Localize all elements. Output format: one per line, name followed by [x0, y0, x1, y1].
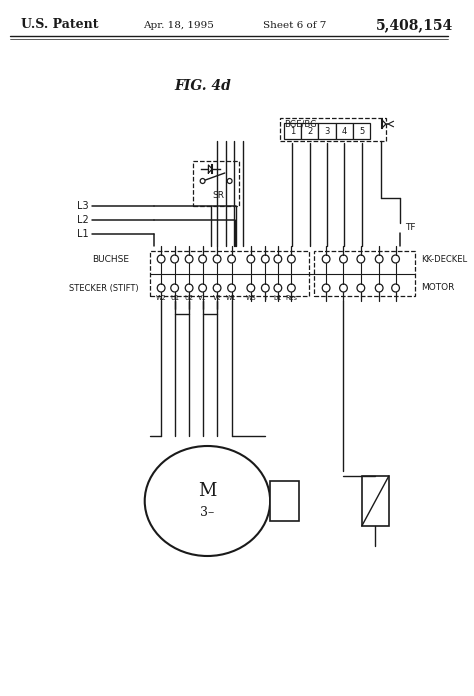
Bar: [301, 123, 319, 139]
Bar: [319, 123, 336, 139]
Text: V2: V2: [213, 295, 221, 301]
Ellipse shape: [145, 446, 270, 556]
Text: Res: Res: [285, 295, 297, 301]
Text: MOTOR: MOTOR: [420, 283, 454, 292]
Bar: [336, 123, 353, 139]
Text: V1: V1: [198, 295, 207, 301]
Text: M: M: [198, 482, 217, 500]
Text: Sheet 6 of 7: Sheet 6 of 7: [263, 20, 326, 29]
Text: 3–: 3–: [201, 507, 215, 519]
Text: L3: L3: [77, 201, 89, 211]
Circle shape: [227, 178, 232, 184]
Text: 5,408,154: 5,408,154: [376, 18, 454, 32]
Text: W2: W2: [156, 295, 166, 301]
Text: 2: 2: [307, 127, 312, 136]
Text: 5: 5: [359, 127, 365, 136]
Text: STECKER (STIFT): STECKER (STIFT): [69, 283, 139, 292]
Text: BUCHSE: BUCHSE: [92, 255, 129, 264]
Bar: [270, 481, 299, 521]
Text: BGE/BG: BGE/BG: [284, 120, 317, 129]
Text: r: r: [264, 295, 267, 301]
Text: WS: WS: [246, 295, 256, 301]
Text: 4: 4: [342, 127, 347, 136]
Text: 1: 1: [290, 127, 295, 136]
Bar: [280, 118, 386, 141]
Text: W1: W1: [226, 295, 237, 301]
Bar: [314, 251, 415, 296]
Text: b1: b1: [273, 295, 282, 301]
Text: TF: TF: [405, 223, 416, 232]
Text: L2: L2: [77, 215, 89, 225]
Text: SR: SR: [212, 191, 224, 200]
Text: U1: U1: [170, 295, 179, 301]
Text: 3: 3: [324, 127, 330, 136]
Text: U2: U2: [184, 295, 194, 301]
Text: L1: L1: [77, 229, 89, 239]
Bar: [353, 123, 371, 139]
Circle shape: [200, 178, 205, 184]
Text: Apr. 18, 1995: Apr. 18, 1995: [143, 20, 214, 29]
Bar: [150, 251, 309, 296]
Text: KK-DECKEL: KK-DECKEL: [420, 255, 467, 264]
Bar: [283, 123, 301, 139]
Text: U.S. Patent: U.S. Patent: [21, 19, 99, 31]
Bar: [362, 476, 389, 526]
Bar: [193, 161, 239, 206]
Text: FIG. 4d: FIG. 4d: [174, 79, 231, 93]
